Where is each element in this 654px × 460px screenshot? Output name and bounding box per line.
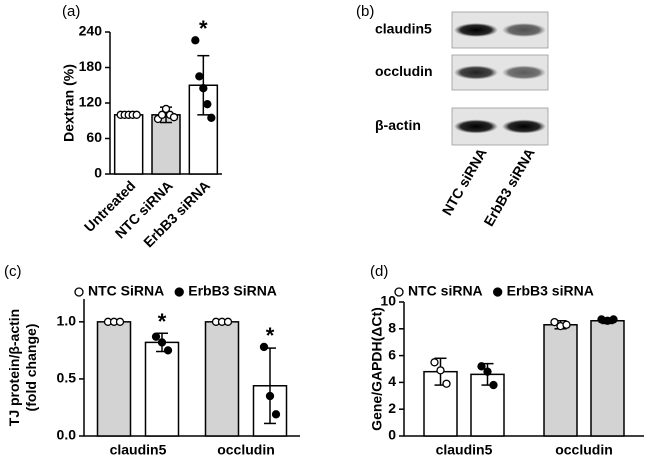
data-point (609, 315, 618, 324)
x-tick-label: occludin (555, 442, 613, 458)
y-tick-label: 0.0 (57, 427, 77, 443)
panel-label: (d) (370, 263, 388, 280)
data-point (195, 72, 204, 81)
legend-marker (174, 287, 184, 297)
y-tick-label: 240 (79, 23, 103, 39)
data-point (203, 100, 212, 109)
legend-label: ErbB3 siRNA (507, 283, 594, 299)
y-tick-label: 2 (388, 400, 396, 416)
blot-band (502, 23, 546, 37)
bar (144, 341, 180, 437)
blot-band (454, 119, 498, 134)
data-point (477, 362, 486, 371)
blot-band (502, 65, 546, 80)
bar (204, 321, 240, 437)
blot-band (454, 65, 498, 80)
blot-lane-label: ErbB3 siRNA (480, 145, 537, 228)
data-point (151, 332, 161, 341)
x-tick-label: claudin5 (110, 442, 167, 458)
data-point (430, 358, 439, 367)
bar (543, 324, 578, 437)
y-tick-label: 0 (388, 427, 396, 443)
y-tick-label: 6 (388, 346, 396, 362)
data-point (169, 113, 179, 122)
panel-label: (c) (4, 263, 22, 280)
data-point (550, 317, 559, 327)
significance-mark: * (158, 309, 167, 334)
data-point (265, 391, 275, 401)
blot-band (502, 119, 546, 134)
data-point (163, 346, 173, 355)
y-tick-label: 4 (388, 373, 396, 389)
y-axis-title: (fold change) (23, 324, 39, 412)
blot-row-label: occludin (375, 63, 433, 79)
legend-marker (74, 287, 84, 297)
y-tick-label: 0.5 (57, 370, 77, 386)
blot-row-label: claudin5 (375, 21, 432, 37)
data-point (115, 317, 125, 326)
significance-mark: * (199, 16, 208, 41)
data-point (157, 338, 167, 347)
legend-label: NTC siRNA (408, 283, 483, 299)
data-point (562, 320, 571, 329)
y-tick-label: 120 (79, 94, 103, 110)
y-axis-title: Dextran (%) (61, 64, 77, 142)
data-point (436, 366, 445, 375)
data-point (223, 317, 233, 326)
data-point (489, 380, 498, 390)
bar (151, 114, 181, 175)
y-axis-title: Gene/GAPDH(ΔCt) (369, 307, 385, 431)
data-point (191, 36, 200, 45)
x-tick-label: claudin5 (436, 442, 493, 458)
legend-label: NTC SiRNA (88, 283, 164, 299)
legend-label: ErbB3 SiRNA (188, 283, 277, 299)
y-tick-label: 10 (380, 293, 396, 309)
data-point (483, 367, 492, 376)
y-tick-label: 0 (94, 165, 102, 181)
bar (590, 320, 625, 437)
y-tick-label: 1.0 (57, 313, 77, 329)
bar (96, 321, 132, 437)
data-point (271, 410, 281, 419)
bar (113, 114, 144, 175)
y-tick-label: 8 (388, 320, 396, 336)
x-tick-label: ErbB3 siRNA (140, 177, 213, 250)
data-point (161, 104, 171, 114)
data-point (199, 84, 208, 93)
data-point (207, 113, 216, 122)
y-tick-label: 180 (79, 58, 103, 74)
data-point (132, 110, 141, 119)
data-point (157, 110, 167, 119)
data-point (259, 342, 269, 352)
blot-band (454, 23, 498, 37)
y-tick-label: 60 (86, 129, 102, 145)
y-axis-title: TJ protein/β-actin (6, 309, 22, 426)
panel-label: (a) (62, 3, 80, 20)
panel-label: (b) (356, 3, 374, 20)
blot-row-label: β-actin (375, 117, 421, 133)
significance-mark: * (266, 323, 275, 348)
legend-marker (394, 287, 404, 297)
data-point (442, 379, 451, 388)
blot-lane-label: NTC siRNA (439, 145, 490, 218)
x-tick-label: occludin (217, 442, 275, 458)
legend-marker (493, 287, 503, 297)
